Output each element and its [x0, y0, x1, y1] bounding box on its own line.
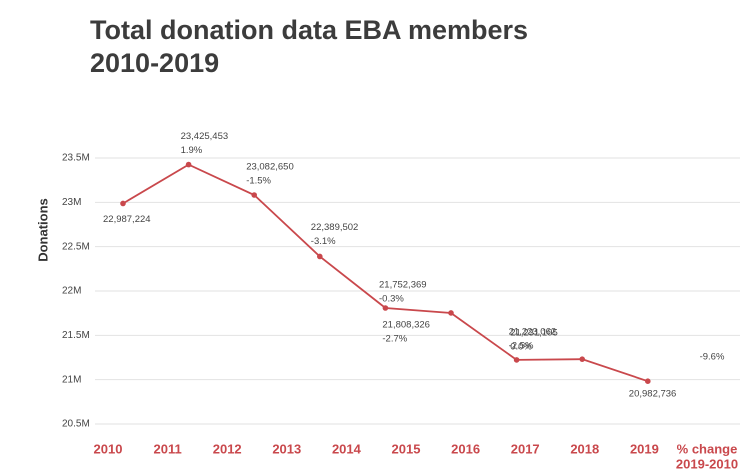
change-label: -3.1% — [311, 236, 336, 247]
y-tick-label: 21.5M — [62, 330, 90, 341]
change-label: 0.0% — [510, 342, 532, 353]
value-label: 21,231,105 — [510, 328, 558, 339]
data-point — [513, 357, 520, 363]
value-label: 21,752,369 — [379, 279, 427, 290]
change-label: -1.5% — [246, 176, 271, 187]
change-label: -2.5% — [509, 340, 534, 351]
y-tick-label: 20.5M — [62, 419, 90, 430]
total-change: -9.6% — [700, 352, 725, 363]
change-label: 1.9% — [181, 145, 203, 156]
data-point — [382, 305, 389, 311]
value-label: 20,982,736 — [629, 389, 677, 400]
value-label: 23,082,650 — [246, 162, 294, 173]
data-point — [251, 192, 257, 198]
x-tick-label: 2016 — [451, 441, 480, 456]
x-tick-label: 2015 — [392, 441, 421, 456]
data-point — [185, 161, 192, 168]
data-point — [317, 253, 323, 260]
data-point — [448, 310, 454, 316]
x-tick-label: 2010 — [94, 441, 123, 456]
y-tick-label: 23M — [62, 197, 81, 208]
change-label: -0.3% — [379, 293, 404, 304]
x-extra-label: % change — [677, 441, 738, 456]
x-tick-label: 2012 — [213, 441, 242, 456]
chart-subtitle: 2010-2019 — [90, 48, 219, 78]
data-point — [579, 356, 585, 362]
y-tick-label: 23.5M — [62, 153, 90, 164]
x-tick-label: 2014 — [332, 441, 362, 456]
value-label: 21,808,326 — [382, 320, 430, 331]
x-tick-label: 2017 — [511, 441, 540, 456]
y-axis-label: Donations — [35, 198, 50, 262]
value-label: 23,425,453 — [181, 131, 229, 142]
y-tick-label: 22.5M — [62, 241, 90, 252]
x-tick-label: 2018 — [570, 441, 599, 456]
x-tick-label: 2013 — [272, 441, 301, 456]
value-label: 22,389,502 — [311, 222, 359, 233]
y-tick-label: 22M — [62, 286, 81, 297]
data-point — [120, 200, 126, 207]
x-tick-label: 2011 — [153, 441, 181, 456]
data-point — [645, 378, 651, 384]
value-label: 22,987,224 — [103, 214, 151, 225]
value-label: 21,223,062 — [509, 326, 557, 337]
change-label: -2.7% — [382, 334, 407, 345]
y-tick-label: 21M — [62, 374, 81, 385]
x-extra-label: 2019-2010 — [676, 456, 738, 471]
x-tick-label: 2019 — [630, 441, 659, 456]
chart-title: Total donation data EBA members — [90, 15, 528, 45]
data-line — [122, 163, 649, 383]
